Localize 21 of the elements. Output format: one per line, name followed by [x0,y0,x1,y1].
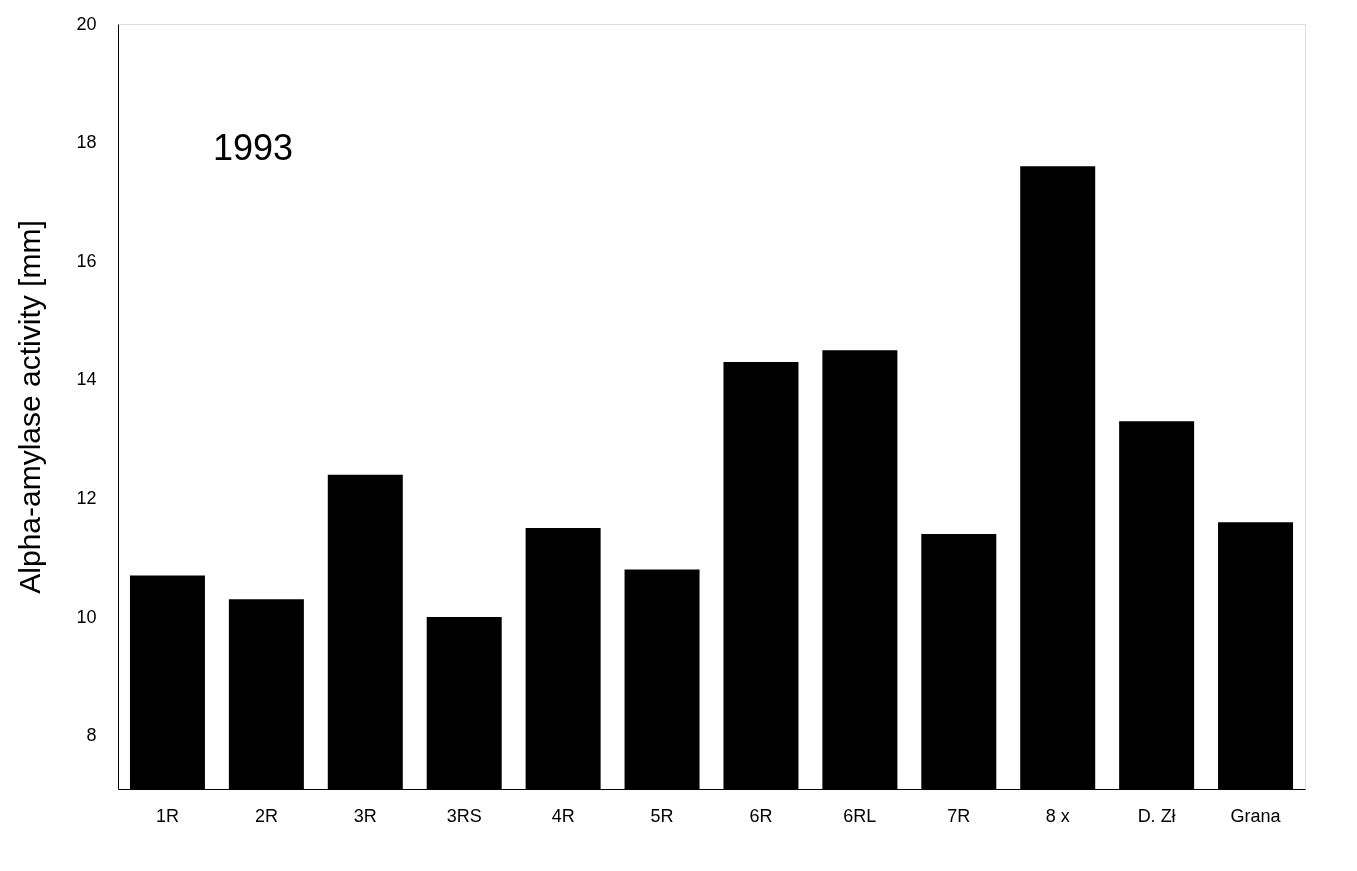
x-tick-label: 1R [155,805,179,826]
y-tick-label: 12 [76,487,97,508]
x-tick-label: 3R [353,805,377,826]
y-tick-label: 10 [76,606,97,627]
y-tick-label: 20 [76,13,97,34]
x-tick-label: D. Zł [1137,805,1176,826]
x-tick-label: 8 x [1045,805,1070,826]
y-tick-label: 18 [76,132,97,153]
x-tick-label: 3RS [446,805,482,826]
y-tick-label: 8 [86,725,97,746]
y-tick-label: 14 [76,369,97,390]
annotation: 1993 [213,127,294,168]
x-tick-label: 2R [254,805,278,826]
y-axis-title: Alpha-amylase activity [mm] [13,220,47,594]
x-tick-label: Grana [1230,805,1282,826]
x-tick-label: 4R [551,805,575,826]
x-tick-label: 7R [947,805,971,826]
x-tick-label: 6RL [843,805,877,826]
y-tick-label: 16 [76,250,97,271]
x-tick-label: 6R [749,805,773,826]
x-tick-label: 5R [650,805,674,826]
